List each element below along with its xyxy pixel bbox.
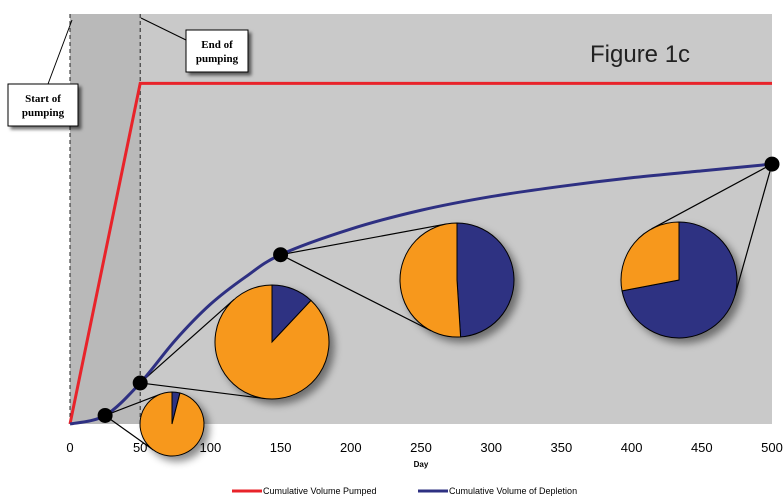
plot-area bbox=[70, 14, 772, 424]
x-axis-label: Day bbox=[414, 460, 429, 469]
x-tick-label: 50 bbox=[133, 440, 147, 455]
chart-title: Figure 1c bbox=[590, 41, 690, 68]
legend-label-depletion: Cumulative Volume of Depletion bbox=[449, 486, 577, 496]
pie-chart bbox=[139, 391, 205, 457]
x-tick-label: 400 bbox=[621, 440, 643, 455]
x-tick-label: 150 bbox=[270, 440, 292, 455]
curve-marker bbox=[273, 247, 289, 263]
x-tick-label: 250 bbox=[410, 440, 432, 455]
start-callout-box bbox=[7, 83, 79, 127]
x-tick-label: 200 bbox=[340, 440, 362, 455]
x-axis: 0 50 100 150 200 250 300 350 400 450 500 bbox=[66, 440, 782, 455]
series-line-pumped bbox=[68, 81, 772, 425]
x-tick-label: 0 bbox=[66, 440, 73, 455]
start-callout-line1: Start of pumping bbox=[22, 93, 65, 119]
pie-leader-line bbox=[104, 393, 161, 417]
x-tick-label: 300 bbox=[480, 440, 502, 455]
legend-label-pumped: Cumulative Volume Pumped bbox=[263, 486, 377, 496]
pie-slice bbox=[620, 221, 680, 292]
pie-leader-line bbox=[104, 414, 154, 451]
pie-leader-line bbox=[140, 382, 266, 400]
series-line-depletion bbox=[69, 162, 773, 426]
pie-leader-line bbox=[280, 254, 432, 332]
x-tick-label: 500 bbox=[761, 440, 783, 455]
end-callout-line1: End of pumping bbox=[196, 39, 239, 65]
x-tick-label: 350 bbox=[551, 440, 573, 455]
curve-marker bbox=[132, 375, 148, 391]
pie-slice bbox=[456, 222, 515, 338]
end-callout-box bbox=[185, 29, 249, 73]
curve-marker bbox=[764, 156, 780, 172]
pie-leader-line bbox=[280, 223, 447, 256]
curve-marker bbox=[97, 407, 113, 423]
pie-slice bbox=[214, 284, 330, 400]
start-callout-leader bbox=[47, 19, 73, 85]
x-tick-label: 100 bbox=[200, 440, 222, 455]
pie-slice bbox=[139, 391, 205, 457]
pie-chart bbox=[399, 222, 515, 338]
pie-slice bbox=[399, 222, 462, 338]
pie-leader-line bbox=[139, 298, 235, 384]
pie-leader-line bbox=[651, 163, 773, 230]
pie-chart bbox=[214, 284, 330, 400]
pie-chart bbox=[620, 221, 738, 339]
pie-leader-line bbox=[734, 163, 773, 296]
legend: Cumulative Volume Pumped Cumulative Volu… bbox=[232, 486, 577, 496]
x-tick-label: 450 bbox=[691, 440, 713, 455]
pumping-period-shade bbox=[70, 14, 141, 424]
figure-title: Figure 1c bbox=[590, 41, 690, 68]
end-callout-leader bbox=[140, 17, 187, 41]
